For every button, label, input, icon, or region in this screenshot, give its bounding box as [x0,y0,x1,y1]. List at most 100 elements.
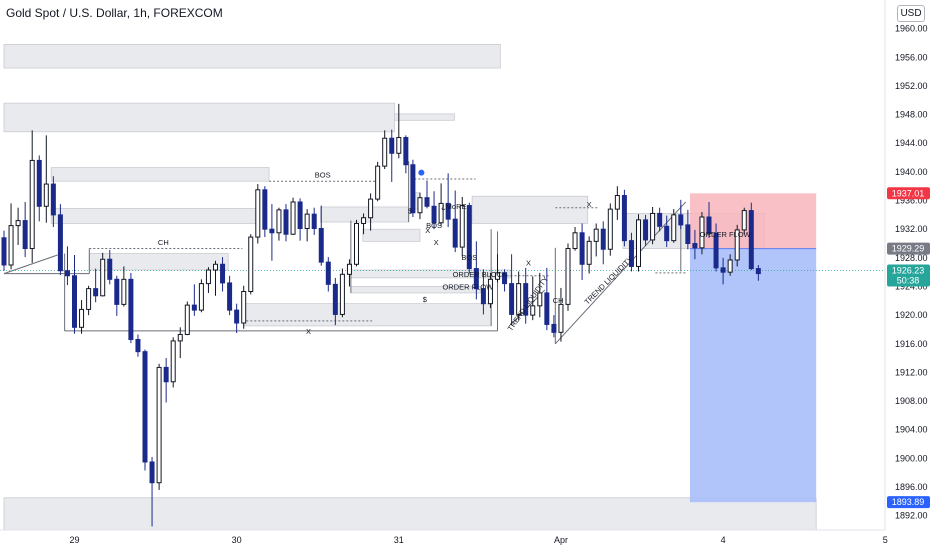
candle-bearish [57,214,63,272]
price-tick-label: 1956.00 [895,52,928,62]
candle-bearish [234,309,240,324]
candle-bearish [424,197,430,207]
candle-bullish [15,220,21,227]
candle-bullish [607,208,613,250]
price-tick-label: 1944.00 [895,138,928,148]
time-tick-label: 5 [883,535,888,545]
candle-bearish [678,214,684,226]
candle-bearish [706,216,712,234]
candle-bullish [205,269,211,285]
candle-bearish [621,195,627,242]
candle-bullish [593,228,599,242]
price-badge-label: 1929.29 [892,244,925,254]
candle-bearish [473,268,479,290]
candle-bearish [1,237,7,266]
candle-bullish [586,240,592,265]
candle-bearish [220,263,226,284]
candle-bearish [466,205,472,270]
candle-bearish [452,218,458,248]
candle-bearish [643,219,649,241]
candle-bearish [523,283,529,316]
candle-bullish [699,216,705,249]
candle-bullish [530,305,536,316]
price-tick-label: 1892.00 [895,511,928,521]
supply-demand-zone [394,113,455,121]
price-tick-label: 1928.00 [895,253,928,263]
candle-bearish [657,212,663,227]
countdown-label: 50:38 [897,276,920,286]
currency-button[interactable]: USD [897,5,925,22]
candle-bearish [445,202,451,220]
supply-demand-zone [3,497,817,531]
candle-bearish [114,278,120,305]
time-tick-label: Apr [554,535,568,545]
candle-bullish [361,217,367,224]
price-tick-label: 1932.00 [895,224,928,234]
candle-bullish [636,219,641,267]
price-tick-label: 1948.00 [895,110,928,120]
candle-bearish [332,283,338,315]
candle-bullish [495,272,500,280]
candle-bearish [755,268,761,275]
candle-bearish [403,137,409,166]
candle-bullish [156,366,162,484]
candle-bearish [325,261,331,285]
candle-bullish [255,189,261,238]
candle-bearish [227,282,233,311]
price-tick-label: 1900.00 [895,453,928,463]
candle-bullish [487,278,493,305]
chart-title: Gold Spot / U.S. Dollar, 1h, FOREXCOM [6,6,223,20]
supply-demand-zone [243,303,492,327]
candle-bearish [149,461,155,484]
candle-bullish [727,259,733,273]
chart-annotation: BOS [461,253,477,262]
candle-bullish [565,248,571,305]
time-tick-label: 29 [69,535,79,545]
candle-bearish [685,224,691,245]
candle-bullish [671,214,677,242]
candle-bullish [459,205,465,248]
candle-bullish [375,165,381,200]
trend-line [554,201,687,345]
supply-demand-zone [50,167,270,182]
candle-bearish [135,338,141,353]
chart-annotation: BOS [315,171,331,180]
candle-bullish [354,222,359,265]
supply-demand-zone [3,44,501,69]
chart-annotation: CH [553,296,564,305]
candle-bearish [297,201,303,229]
price-tick-label: 1908.00 [895,396,928,406]
candle-bullish [734,229,740,261]
candle-bearish [269,228,275,234]
candle-bearish [107,258,113,280]
candle-bearish [36,159,42,207]
candle-bearish [72,275,77,328]
candle-bullish [198,283,204,311]
candle-bearish [128,278,134,340]
candle-bullish [346,263,352,275]
price-tick-label: 1904.00 [895,425,928,435]
candle-bullish [213,263,218,271]
candle-bearish [713,232,719,269]
time-tick-label: 30 [232,535,242,545]
candle-bullish [368,198,374,219]
candle-bearish [720,267,726,273]
candle-bullish [121,278,127,305]
candle-bullish [290,201,296,235]
price-tick-label: 1912.00 [895,367,928,377]
candle-bullish [100,258,106,297]
price-badge-label: 1893.89 [892,497,925,507]
candle-bearish [50,183,56,216]
supply-demand-zone [50,208,257,224]
candle-bullish [741,210,747,231]
candle-bullish [248,236,254,292]
candle-bullish [29,159,35,250]
candle-bearish [142,351,148,463]
candle-bullish [558,303,564,333]
candle-bearish [262,189,268,230]
candle-bullish [86,288,92,310]
supply-demand-zone [3,102,395,133]
candle-bearish [22,220,28,250]
